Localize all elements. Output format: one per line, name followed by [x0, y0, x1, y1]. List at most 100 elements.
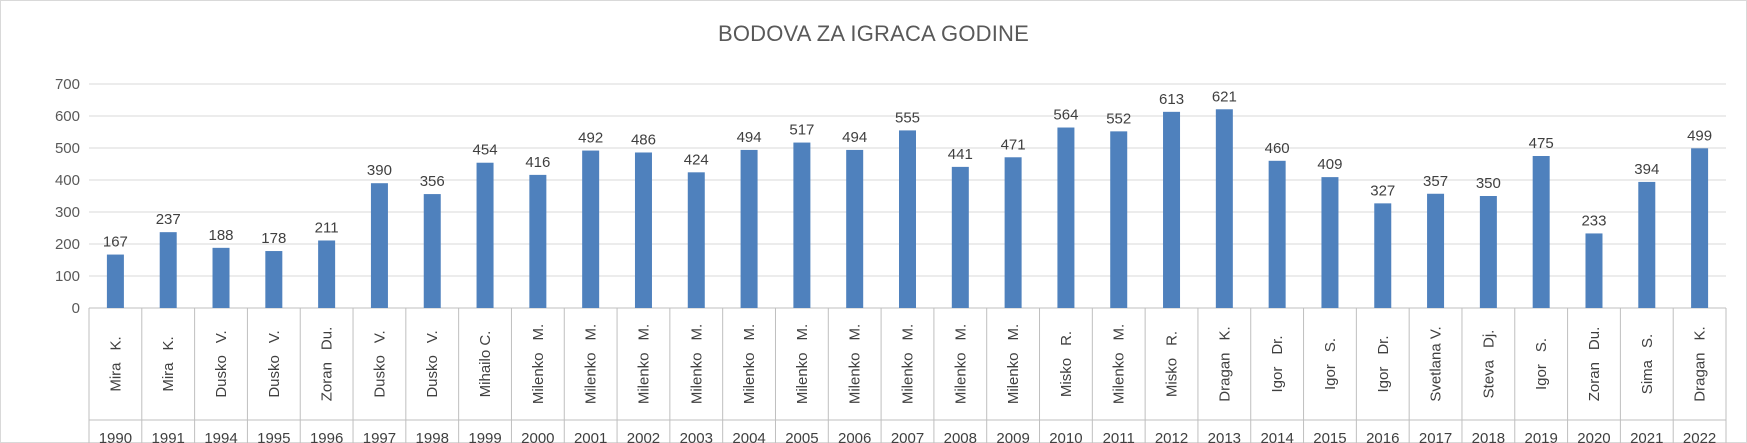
category-year-label: 1997: [363, 430, 396, 443]
category-name-part: M.: [794, 324, 811, 341]
data-label: 613: [1159, 91, 1184, 108]
bar: [634, 152, 652, 308]
bar: [846, 149, 864, 308]
bar: [1004, 157, 1022, 308]
category-name-part: M.: [847, 324, 864, 341]
category-name-label: Igor S.: [1533, 338, 1550, 390]
bar: [1691, 148, 1709, 308]
data-label: 517: [789, 122, 814, 139]
category-name-part: Milenko: [952, 352, 969, 404]
bar: [1215, 109, 1233, 308]
category-name-part: S.: [1322, 338, 1339, 352]
category-name-text: Milenko M.: [583, 324, 600, 404]
data-label: 233: [1581, 212, 1606, 229]
category-name-part: V.: [371, 330, 388, 343]
category-name-part: Milenko: [530, 352, 547, 404]
category-name-text: Mira K.: [160, 336, 177, 391]
category-name-label: Dusko V.: [424, 330, 441, 397]
data-label: 499: [1687, 127, 1712, 144]
category-name-part: Milenko: [583, 352, 600, 404]
category-name-part: Dj.: [1480, 330, 1497, 348]
bar: [1479, 196, 1497, 308]
category-year-label: 2020: [1577, 430, 1610, 443]
category-name-text: Milenko M.: [794, 324, 811, 404]
category-name-part: Igor: [1269, 367, 1286, 393]
category-name-label: Milenko M.: [952, 324, 969, 404]
y-tick-label: 0: [72, 300, 80, 317]
data-label: 454: [473, 142, 498, 159]
category-year-label: 1998: [416, 430, 449, 443]
bar: [1374, 203, 1392, 308]
data-label: 237: [156, 211, 181, 228]
category-name-part: Dragan: [1692, 352, 1709, 401]
category-name-part: Igor: [1322, 364, 1339, 390]
data-label: 471: [1001, 136, 1026, 153]
category-name-label: Milenko M.: [900, 324, 917, 404]
category-name-part: V.: [424, 330, 441, 343]
category-name-text: Milenko M.: [900, 324, 917, 404]
category-name-part: M.: [1111, 324, 1128, 341]
category-name-part: M.: [530, 324, 547, 341]
category-year-label: 2011: [1103, 430, 1135, 443]
bar: [1110, 131, 1128, 308]
category-name-label: Zoran Du.: [319, 327, 336, 402]
category-year-label: 2004: [732, 430, 765, 443]
y-tick-label: 700: [55, 76, 80, 93]
category-name-part: Dragan: [1216, 352, 1233, 401]
bar: [1427, 193, 1445, 308]
category-name-text: Dusko V.: [213, 330, 230, 397]
category-name-label: Milenko M.: [688, 324, 705, 404]
data-label: 390: [367, 162, 392, 179]
category-name-label: Igor Dr.: [1269, 335, 1286, 392]
category-year-label: 2018: [1472, 430, 1505, 443]
category-name-part: Dr.: [1269, 335, 1286, 354]
category-name-text: Milenko M.: [530, 324, 547, 404]
category-name-part: Zoran: [1586, 362, 1603, 401]
data-label: 460: [1265, 140, 1290, 157]
category-name-text: Dusko V.: [424, 330, 441, 397]
category-name-label: Milenko M.: [635, 324, 652, 404]
bar: [1321, 177, 1339, 308]
category-year-label: 2014: [1260, 430, 1293, 443]
category-year-label: 2017: [1419, 430, 1452, 443]
category-name-text: Milenko M.: [1111, 324, 1128, 404]
bar: [265, 251, 283, 308]
category-year-label: 2013: [1208, 430, 1241, 443]
category-name-part: Misko: [1164, 358, 1181, 397]
category-name-part: Milenko: [794, 352, 811, 404]
category-year-label: 2001: [574, 430, 607, 443]
data-label: 494: [737, 129, 762, 146]
category-name-label: Dusko V.: [371, 330, 388, 397]
category-name-text: Misko R.: [1058, 331, 1075, 397]
bar: [212, 247, 230, 308]
category-name-part: R.: [1164, 331, 1181, 346]
category-name-label: Mira K.: [107, 336, 124, 391]
category-name-part: Milenko: [1005, 352, 1022, 404]
category-name-part: Milenko: [900, 352, 917, 404]
y-tick-label: 500: [55, 140, 80, 157]
category-name-part: Milenko: [688, 352, 705, 404]
category-name-label: Milenko M.: [741, 324, 758, 404]
bar: [423, 194, 441, 308]
category-year-label: 1990: [99, 430, 132, 443]
data-label: 178: [261, 230, 286, 247]
category-name-label: Milenko M.: [530, 324, 547, 404]
category-name-text: Sima S.: [1639, 334, 1656, 394]
category-name-part: Milenko: [1111, 352, 1128, 404]
y-tick-label: 600: [55, 108, 80, 125]
category-name-part: Mira: [160, 362, 177, 392]
category-name-label: Milenko M.: [583, 324, 600, 404]
category-year-label: 2019: [1524, 430, 1557, 443]
data-label: 409: [1317, 156, 1342, 173]
bar: [159, 232, 177, 308]
category-name-label: Igor Dr.: [1375, 335, 1392, 392]
bar: [1163, 111, 1181, 308]
category-name-text: Igor Dr.: [1269, 335, 1286, 392]
category-name-label: Mira K.: [160, 336, 177, 391]
category-name-label: Sima S.: [1639, 334, 1656, 394]
category-name-text: Milenko M.: [741, 324, 758, 404]
category-name-part: Dusko: [424, 355, 441, 398]
category-name-text: Mihailo C.: [477, 331, 494, 398]
